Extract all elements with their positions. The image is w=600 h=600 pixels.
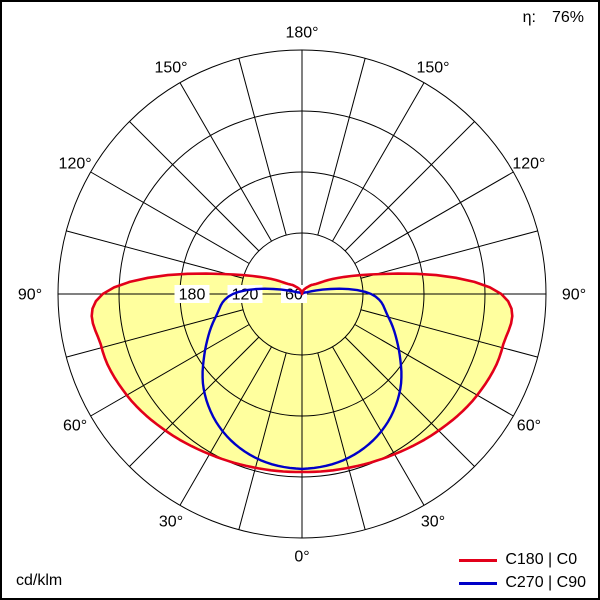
- polar-grid-radial: [317, 352, 366, 530]
- polar-grid-radial: [90, 324, 250, 417]
- polar-grid-radial: [360, 309, 538, 358]
- polar-grid-radial: [179, 82, 272, 242]
- legend-label: C180 | C0: [505, 551, 578, 568]
- angle-label: 150°: [416, 60, 449, 77]
- polar-grid-radial: [344, 336, 475, 467]
- polar-grid-radial: [354, 171, 514, 264]
- angle-label: 90°: [562, 287, 586, 304]
- eta-label: η:: [522, 9, 536, 26]
- polar-grid-radial: [332, 82, 425, 242]
- scale-label: 180: [179, 287, 206, 304]
- polar-grid-radial: [238, 58, 287, 236]
- legend: C180 | C0 C270 | C90: [459, 551, 586, 592]
- scale-label: 120: [232, 287, 259, 304]
- angle-label: 90°: [18, 287, 42, 304]
- eta-value: 76%: [551, 9, 584, 26]
- polar-grid-radial: [344, 121, 475, 252]
- angle-label: 60°: [517, 418, 541, 435]
- angle-label: 30°: [159, 513, 183, 530]
- angle-label: 120°: [59, 156, 92, 173]
- angle-label: 0°: [294, 549, 309, 566]
- blue-line-swatch: [459, 581, 498, 585]
- curve-c270-c90: [201, 287, 403, 471]
- polar-grid-radial: [90, 171, 250, 264]
- polar-grid-radial: [66, 309, 244, 358]
- scale-label-mask: [174, 285, 210, 303]
- unit-label: cd/klm: [16, 572, 63, 589]
- polar-grid-radial: [179, 346, 272, 506]
- legend-item-c270-c90: C270 | C90: [459, 574, 586, 592]
- angle-label: 60°: [63, 418, 87, 435]
- legend-item-c180-c0: C180 | C0: [459, 551, 586, 569]
- angle-label: 150°: [154, 60, 187, 77]
- polar-grid-radial: [332, 346, 425, 506]
- red-line-swatch: [459, 558, 498, 562]
- polar-grid-radial: [129, 336, 260, 467]
- angle-label: 30°: [421, 513, 445, 530]
- polar-grid-radial: [238, 352, 287, 530]
- polar-grid-radial: [317, 58, 366, 236]
- polar-grid-radial: [66, 230, 244, 279]
- efficiency-readout: η: 76%: [523, 9, 584, 27]
- polar-grid-radial: [129, 121, 260, 252]
- curve-c180-c0: [90, 272, 514, 474]
- polar-grid-radial: [360, 230, 538, 279]
- legend-label: C270 | C90: [505, 574, 586, 591]
- angle-label: 180°: [285, 25, 318, 42]
- polar-grid-radial: [354, 324, 514, 417]
- angle-label: 120°: [512, 156, 545, 173]
